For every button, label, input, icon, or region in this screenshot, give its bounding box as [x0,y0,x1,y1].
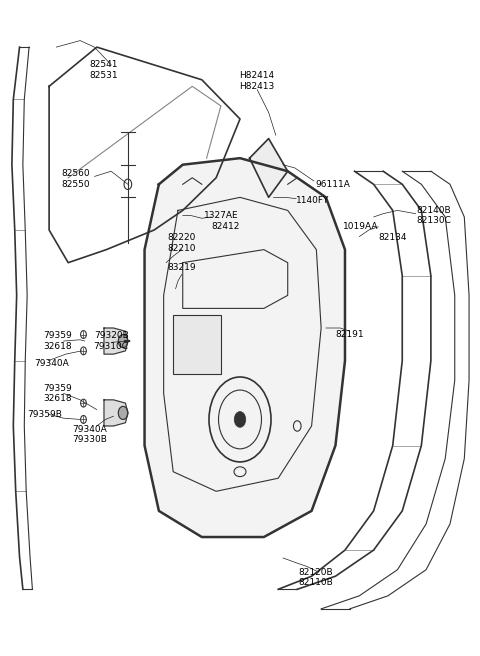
Text: 82134: 82134 [378,234,407,242]
Text: 79340A
79330B: 79340A 79330B [72,425,107,444]
Text: 82412: 82412 [211,222,240,232]
Text: 82191: 82191 [336,330,364,339]
Text: 1140FY: 1140FY [296,196,330,205]
Bar [173,315,221,374]
Text: 82120B
82110B: 82120B 82110B [298,568,333,587]
Text: 79359
32618: 79359 32618 [43,331,72,351]
Text: H82414
H82413: H82414 H82413 [239,72,275,91]
Text: 82220
82210: 82220 82210 [168,234,196,253]
Polygon shape [104,328,128,354]
Polygon shape [250,138,288,197]
Text: 79320B
79310C: 79320B 79310C [94,331,129,351]
Text: 79340A: 79340A [34,359,69,369]
Polygon shape [104,400,128,426]
Circle shape [118,335,128,348]
Text: 1327AE: 1327AE [204,211,239,220]
Text: 82541
82531: 82541 82531 [90,60,118,79]
Text: 79359B: 79359B [28,410,62,419]
Text: 83219: 83219 [168,264,196,272]
Text: 79359
32618: 79359 32618 [43,384,72,403]
Text: 82560
82550: 82560 82550 [61,169,90,189]
Circle shape [234,411,246,427]
Circle shape [118,406,128,419]
Text: 1019AA: 1019AA [343,222,378,232]
Text: 82140B
82130C: 82140B 82130C [417,206,452,226]
Text: 96111A: 96111A [315,180,350,189]
Polygon shape [144,158,345,537]
